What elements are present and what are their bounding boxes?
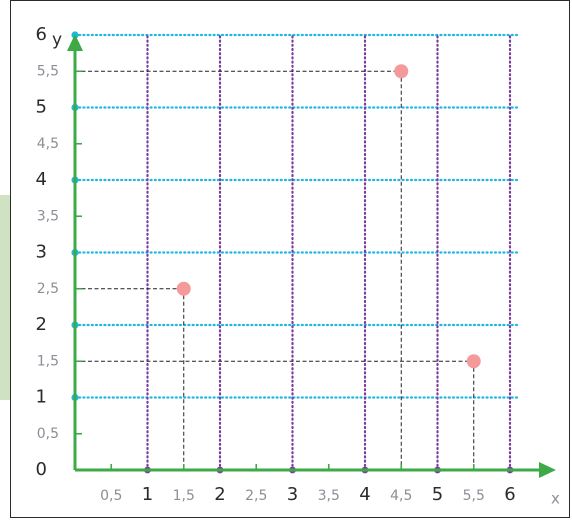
x-tick-label-minor-5: 5,5: [463, 488, 485, 504]
x-tick-label-2: 2: [214, 484, 225, 505]
x-tick-label-minor-1: 1,5: [173, 488, 195, 504]
axis-ticks: [75, 70, 475, 470]
x-tick-label-6: 6: [504, 484, 515, 505]
y-tick-label-2: 2: [36, 314, 47, 335]
tick-labels: 0 1 2 3 4 5 6 0,5 1,5 2,5 3,5 4,5 5,5 1 2 3 4 5 6 0,5 1,5 2,5…: [36, 24, 516, 505]
y-tick-label-minor-4: 4,5: [37, 136, 59, 152]
x-tick-label-1: 1: [142, 484, 153, 505]
data-point-2: [466, 354, 481, 369]
x-tick-label-minor-2: 2,5: [245, 488, 267, 504]
y-tick-label-5: 5: [36, 97, 47, 118]
axes: [67, 34, 556, 478]
y-tick-label-minor-1: 1,5: [37, 353, 59, 369]
x-tick-label-minor-4: 4,5: [390, 488, 412, 504]
y-tick-label-3: 3: [36, 242, 47, 263]
x-tick-label-3: 3: [287, 484, 298, 505]
x-tick-label-minor-3: 3,5: [318, 488, 340, 504]
y-tick-label-minor-0: 0,5: [37, 426, 59, 442]
data-points: [176, 64, 481, 369]
y-axis-arrow: [67, 34, 83, 51]
y-tick-label-minor-3: 3,5: [37, 208, 59, 224]
x-tick-label-4: 4: [359, 484, 370, 505]
x-tick-label-5: 5: [432, 484, 443, 505]
horizontal-grid: [71, 31, 520, 402]
vertical-grid: [144, 33, 514, 474]
projection-guides: [75, 70, 475, 470]
x-axis-label: x: [551, 490, 560, 508]
data-point-0: [176, 281, 191, 296]
y-tick-label-minor-2: 2,5: [37, 281, 59, 297]
y-tick-label-0: 0: [36, 459, 47, 480]
y-tick-label-1: 1: [36, 387, 47, 408]
side-accent-bar: [0, 195, 10, 400]
y-axis-label: y: [52, 30, 62, 50]
chart-frame: [10, 0, 570, 518]
data-point-1: [394, 64, 409, 79]
y-tick-label-minor-5: 5,5: [37, 63, 59, 79]
y-tick-label-6: 6: [36, 24, 47, 45]
y-tick-label-4: 4: [36, 169, 47, 190]
x-tick-label-minor-0: 0,5: [100, 488, 122, 504]
x-axis-arrow: [539, 462, 556, 478]
